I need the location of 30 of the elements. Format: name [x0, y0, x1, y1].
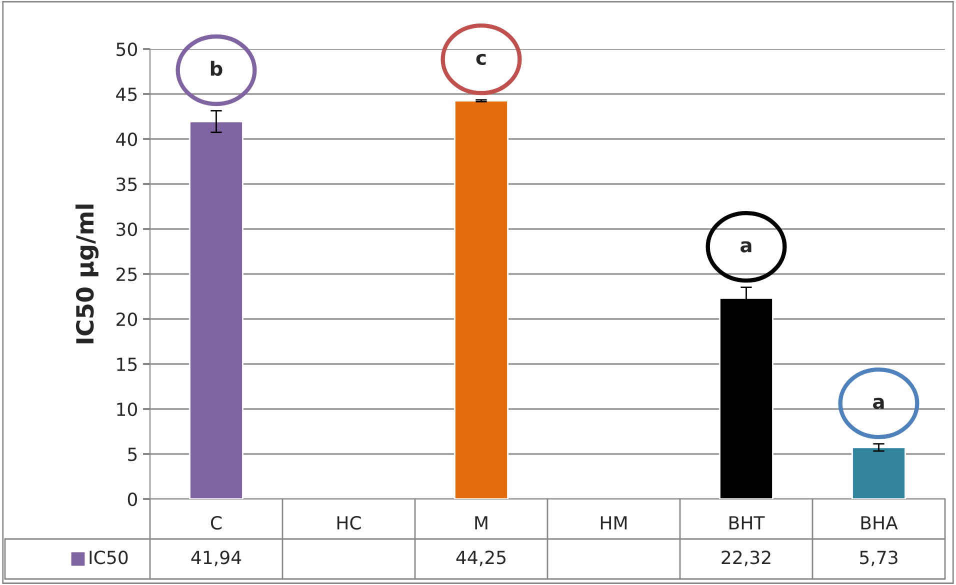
- data-label: 44,25: [456, 550, 506, 566]
- bar: [852, 446, 906, 499]
- y-axis-title: IC50 µg/ml: [76, 204, 99, 344]
- annotation: c: [476, 54, 486, 65]
- data-label: 5,73: [860, 550, 898, 566]
- x-tick-label: BHA: [861, 516, 898, 530]
- data-label: 22,32: [722, 550, 770, 566]
- annotation: a: [740, 241, 752, 252]
- y-tick-label: 45: [116, 88, 137, 102]
- bar: [454, 100, 508, 499]
- y-tick-label: 5: [128, 448, 137, 462]
- x-tick-label: M: [475, 516, 488, 530]
- x-tick-label: C: [210, 516, 222, 530]
- y-tick-label: 15: [117, 358, 137, 372]
- x-tick-label: HM: [600, 516, 627, 530]
- y-tick-label: 0: [128, 492, 137, 506]
- x-tick-label: HC: [337, 516, 361, 530]
- annotation: b: [210, 60, 222, 76]
- x-tick-label: BHT: [730, 516, 765, 530]
- legend-label: IC50: [90, 550, 128, 564]
- bar: [189, 120, 244, 499]
- annotation: a: [873, 398, 884, 409]
- y-tick-label: 40: [116, 132, 137, 146]
- y-tick-label: 20: [116, 312, 137, 326]
- y-tick-label: 30: [116, 222, 137, 236]
- y-tick-label: 35: [116, 177, 137, 192]
- data-label: 41,94: [191, 550, 242, 566]
- y-tick-label: 10: [117, 402, 137, 416]
- y-tick-label: 25: [116, 267, 137, 282]
- y-tick-label: 50: [116, 42, 137, 56]
